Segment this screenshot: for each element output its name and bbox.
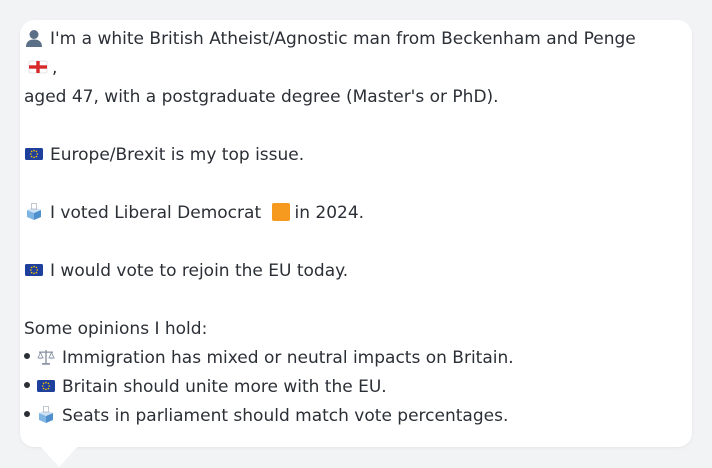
opinions-heading: Some opinions I hold: [24,319,208,339]
vote-text-suffix: in 2024. [294,203,365,223]
ballot-box-icon [24,202,44,222]
eu-flag-icon [24,260,44,280]
eu-flag-icon [24,144,44,164]
intro-comma: , [52,58,58,78]
bullet-icon [24,411,30,417]
england-flag-icon [28,57,48,77]
bullet-icon [24,353,30,359]
opinion-text: Seats in parliament should match vote pe… [62,406,509,426]
balance-scale-icon [36,347,56,367]
top-issue-paragraph: Europe/Brexit is my top issue. [24,141,654,170]
list-item: Britain should unite more with the EU. [24,373,654,402]
person-silhouette-icon [24,28,44,48]
opinions-list: Immigration has mixed or neutral impacts… [24,344,654,431]
opinion-text: Britain should unite more with the EU. [62,377,387,397]
eu-flag-icon [36,376,56,396]
intro-text-1: I'm a white British Atheist/Agnostic man… [50,29,636,49]
rejoin-text: I would vote to rejoin the EU today. [50,261,349,281]
opinions-section: Some opinions I hold: Immigration has mi… [24,315,654,431]
bullet-icon [24,382,30,388]
message-card [20,20,692,447]
vote-paragraph: I voted Liberal Democrat in 2024. [24,199,654,228]
message-content: I'm a white British Atheist/Agnostic man… [24,25,654,431]
orange-square-icon [271,202,291,222]
speech-bubble-tail [40,446,78,467]
ballot-box-icon [36,405,56,425]
list-item: Seats in parliament should match vote pe… [24,402,654,431]
top-issue-text: Europe/Brexit is my top issue. [50,145,305,165]
rejoin-paragraph: I would vote to rejoin the EU today. [24,257,654,286]
intro-line-1: I'm a white British Atheist/Agnostic man… [24,25,654,83]
intro-line-2: aged 47, with a postgraduate degree (Mas… [24,87,499,107]
list-item: Immigration has mixed or neutral impacts… [24,344,654,373]
vote-text-prefix: I voted Liberal Democrat [50,203,262,223]
intro-paragraph: I'm a white British Atheist/Agnostic man… [24,25,654,112]
opinion-text: Immigration has mixed or neutral impacts… [62,348,514,368]
